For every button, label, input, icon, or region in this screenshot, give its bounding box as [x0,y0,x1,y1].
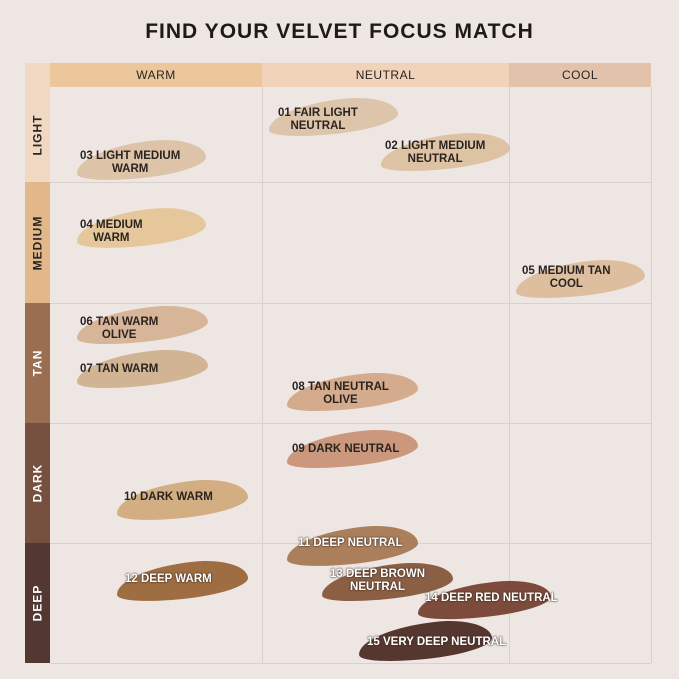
grid-line [262,87,263,663]
shade-label: 01 FAIR LIGHT NEUTRAL [278,107,358,133]
shade-undertone: NEUTRAL [290,120,346,132]
shade-label: 15 VERY DEEP NEUTRAL [367,636,506,649]
shade-label: 10 DARK WARM [124,491,213,504]
row-label-text: DEEP [30,584,45,622]
row-label-light: LIGHT [25,87,50,182]
column-header-cool: COOL [509,63,651,87]
column-header-neutral: NEUTRAL [262,63,509,87]
shade-label: 07 TAN WARM [80,363,158,376]
shade-label: 12 DEEP WARM [125,573,212,586]
grid-line [509,87,510,663]
shade-undertone: NEUTRAL [350,581,405,593]
shade-label: 14 DEEP RED NEUTRAL [425,592,558,605]
shade-name: 01 FAIR LIGHT [278,107,358,119]
row-label-tan: TAN [25,303,50,423]
shade-label: 05 MEDIUM TAN COOL [522,265,611,291]
shade-label: 03 LIGHT MEDIUM WARM [80,150,180,176]
shade-label: 08 TAN NEUTRAL OLIVE [292,381,389,407]
grid-line [651,87,652,663]
shade-name: 08 TAN NEUTRAL [292,381,389,393]
shade-name: 03 LIGHT MEDIUM [80,150,181,162]
shade-undertone: NEUTRAL [407,153,463,165]
shade-name: 05 MEDIUM TAN [522,265,611,277]
shade-undertone: OLIVE [101,329,137,341]
shade-name: 06 TAN WARM [80,316,159,328]
shade-name: 04 MEDIUM [80,219,143,231]
shade-name: 11 DEEP NEUTRAL [298,537,403,549]
shade-undertone: OLIVE [323,394,358,406]
grid-line [50,303,651,304]
grid-line [50,663,651,664]
header-corner [25,63,50,87]
column-header-warm: WARM [50,63,262,87]
row-label-text: LIGHT [30,114,45,155]
shade-name: 15 VERY DEEP NEUTRAL [367,636,507,648]
shade-name: 02 LIGHT MEDIUM [385,140,486,152]
row-label-text: MEDIUM [30,215,45,270]
grid-line [50,423,651,424]
shade-label: 11 DEEP NEUTRAL [298,537,403,550]
shade-undertone: COOL [549,278,583,290]
row-label-text: TAN [30,349,45,377]
shade-name: 07 TAN WARM [80,363,159,375]
shade-undertone: WARM [111,163,149,175]
shade-label: 02 LIGHT MEDIUM NEUTRAL [385,140,485,166]
shade-label: 09 DARK NEUTRAL [292,443,399,456]
shade-label: 06 TAN WARM OLIVE [80,316,158,342]
shade-name: 14 DEEP RED NEUTRAL [425,592,558,604]
shade-label: 04 MEDIUM WARM [80,219,143,245]
row-label-text: DARK [30,463,45,503]
row-label-deep: DEEP [25,543,50,663]
row-label-medium: MEDIUM [25,182,50,303]
shade-name: 12 DEEP WARM [125,573,212,585]
row-label-dark: DARK [25,423,50,543]
shade-name: 09 DARK NEUTRAL [292,443,400,455]
grid-line [50,182,651,183]
shade-name: 10 DARK WARM [124,491,213,503]
shade-name: 13 DEEP BROWN [330,568,426,580]
shade-label: 13 DEEP BROWN NEUTRAL [330,568,425,594]
shade-undertone: WARM [93,232,130,244]
page-title: FIND YOUR VELVET FOCUS MATCH [145,20,534,43]
